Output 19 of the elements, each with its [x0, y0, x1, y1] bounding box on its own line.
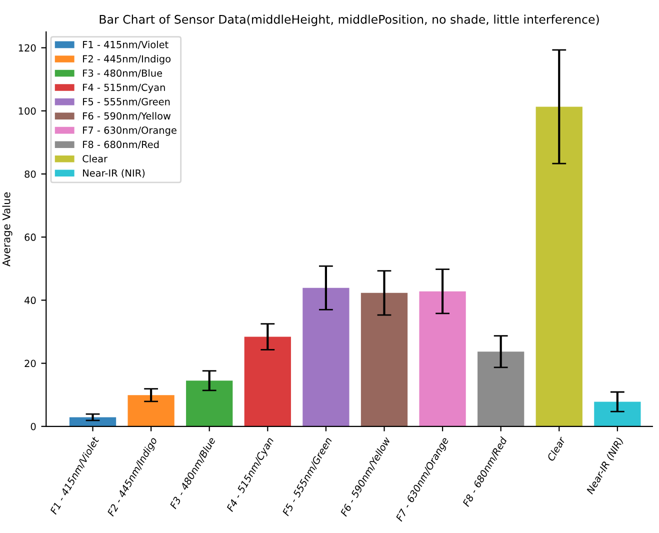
- y-tick-label: 80: [24, 170, 36, 178]
- y-tick-label: 40: [24, 296, 36, 304]
- y-tick-label: 60: [24, 234, 36, 241]
- chart-title: Bar Chart of Sensor Data(middleHeight, middlePosition, no shade, little interference): [100, 14, 599, 26]
- legend-label: F2 - 445nm/Indigo: [83, 55, 171, 64]
- legend-label: F6 - 590nm/Yellow: [83, 112, 171, 120]
- legend-label: F7 - 630nm/Orange: [83, 126, 176, 136]
- legend-label: F3 - 480nm/Blue: [83, 69, 162, 78]
- y-tick-label: 100: [18, 107, 36, 115]
- legend-label: F4 - 515nm/Cyan: [83, 84, 165, 93]
- legend-label: F5 - 555nm/Green: [83, 98, 170, 106]
- y-tick-label: 120: [18, 44, 36, 52]
- legend-label: F8 - 680nm/Red: [83, 140, 159, 149]
- y-axis-title: Average Value: [2, 192, 12, 266]
- legend-label: Clear: [82, 154, 108, 162]
- legend-label: F1 - 415nm/Violet: [83, 40, 168, 50]
- y-tick-label: 20: [24, 360, 36, 368]
- legend-label: Near-IR (NIR): [83, 169, 145, 178]
- y-tick-label: 0: [30, 422, 36, 430]
